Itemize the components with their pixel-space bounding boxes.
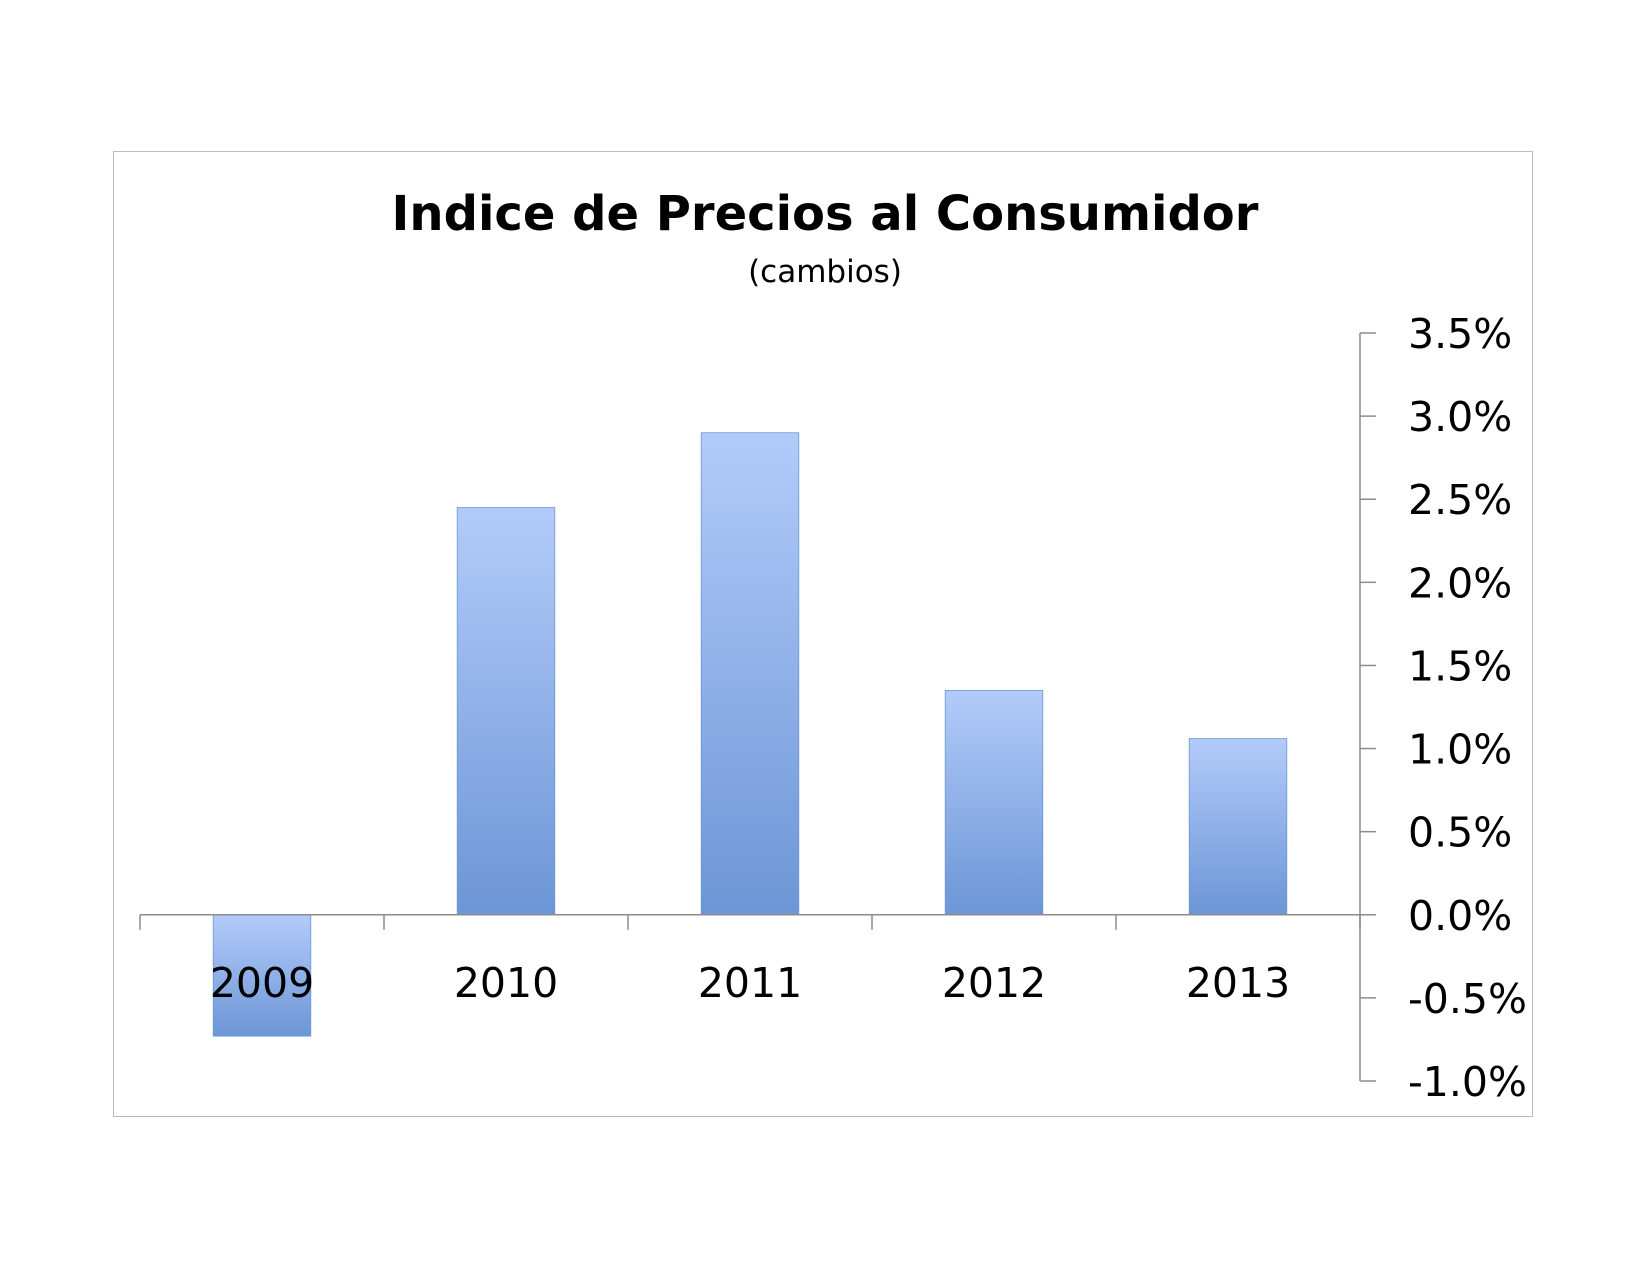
y-tick-label: 0.5% (1408, 809, 1512, 857)
y-tick-label: 3.0% (1408, 393, 1512, 441)
y-tick-label: 1.5% (1408, 642, 1512, 690)
y-tick-label: 2.5% (1408, 476, 1512, 524)
y-tick-label: 2.0% (1408, 559, 1512, 607)
y-tick-label: 1.0% (1408, 726, 1512, 774)
bar-2009 (212, 914, 312, 1037)
bar-2010 (456, 507, 556, 916)
y-tick-label: -0.5% (1408, 975, 1527, 1023)
x-category-label: 2010 (454, 959, 558, 1007)
bar-2012 (944, 689, 1044, 916)
chart-subtitle: (cambios) (748, 254, 902, 290)
y-tick-label: -1.0% (1408, 1058, 1527, 1106)
labels-group: 3.5% 3.0% 2.5% 2.0% 1.5% 1.0% 0.5% 0.0% -0.5% -1.… (210, 310, 1527, 1106)
bar-2011 (700, 432, 800, 916)
y-tick-label: 3.5% (1408, 310, 1512, 358)
axes-group (139, 332, 1376, 1082)
x-category-label: 2013 (1186, 959, 1290, 1007)
chart-title: Indice de Precios al Consumidor (392, 186, 1259, 242)
y-tick-label: 0.0% (1408, 892, 1512, 940)
x-category-label: 2012 (942, 959, 1046, 1007)
bar-2013 (1188, 738, 1288, 916)
x-category-label: 2009 (210, 959, 314, 1007)
bars-group (212, 432, 1288, 1037)
x-category-label: 2011 (698, 959, 802, 1007)
chart-frame (113, 151, 1533, 1117)
